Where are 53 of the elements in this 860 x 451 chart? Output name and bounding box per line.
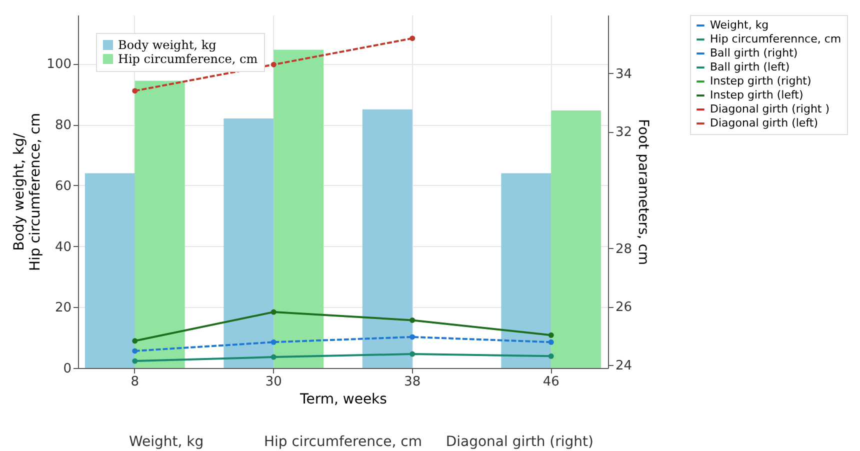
bar <box>84 173 135 368</box>
text: Hip circumference, cm <box>264 434 422 450</box>
y-tick-label: 80 <box>54 118 72 134</box>
legend-label: Weight, kg <box>710 18 769 32</box>
y-axis-title: Body weight, kg/ Hip circumference, cm <box>12 112 44 272</box>
y2-tick-label: 32 <box>616 125 632 140</box>
legend-label: Body weight, kg <box>118 38 217 52</box>
bar <box>551 110 602 368</box>
legend-label: Hip circumferennce, cm <box>710 32 842 46</box>
y2-tick-label: 24 <box>616 358 632 374</box>
point <box>410 36 416 42</box>
legend-label: Diagonal girth (right ) <box>710 102 830 116</box>
legend-label: Instep girth (right) <box>710 74 812 88</box>
point <box>410 317 416 323</box>
point <box>132 88 138 94</box>
y-tick-label: 60 <box>54 178 72 194</box>
bar <box>224 118 274 368</box>
text: Weight, kg <box>128 434 204 450</box>
legend-label: Hip circumference, cm <box>118 52 258 66</box>
bar <box>362 109 412 368</box>
point <box>548 332 554 338</box>
y-tick-label: 0 <box>63 362 72 376</box>
point <box>270 62 276 68</box>
point <box>270 339 276 345</box>
point <box>548 339 554 345</box>
y2-tick-label: 28 <box>616 242 632 257</box>
legend-label: Diagonal girth (left) <box>710 116 818 130</box>
point <box>270 309 276 315</box>
y2-axis-title: Foot parameters, cm <box>635 118 652 266</box>
x-tick-label: 30 <box>265 374 282 390</box>
x-tick-label: 38 <box>404 374 421 390</box>
x-tick-label: 8 <box>130 374 140 390</box>
y-tick-label: 100 <box>46 57 72 72</box>
bar <box>274 50 324 368</box>
y-tick-label: 40 <box>54 240 72 255</box>
point <box>270 354 276 360</box>
legend-label: Ball girth (left) <box>710 60 790 74</box>
point <box>410 334 416 340</box>
legend-label: Instep girth (left) <box>710 88 804 102</box>
y2-tick-label: 26 <box>616 300 632 316</box>
point <box>132 358 138 364</box>
point <box>410 351 416 357</box>
bar <box>501 173 552 368</box>
point <box>132 348 138 354</box>
point <box>132 338 138 344</box>
point <box>548 353 554 359</box>
bar <box>134 80 185 368</box>
text: Diagonal girth (right) <box>446 434 594 450</box>
y-tick-label: 20 <box>54 300 72 316</box>
x-tick-label: 46 <box>542 374 560 390</box>
legend-label: Ball girth (right) <box>710 46 798 60</box>
y2-tick-label: 34 <box>616 66 632 82</box>
x-axis-title: Term, weeks <box>299 392 387 408</box>
